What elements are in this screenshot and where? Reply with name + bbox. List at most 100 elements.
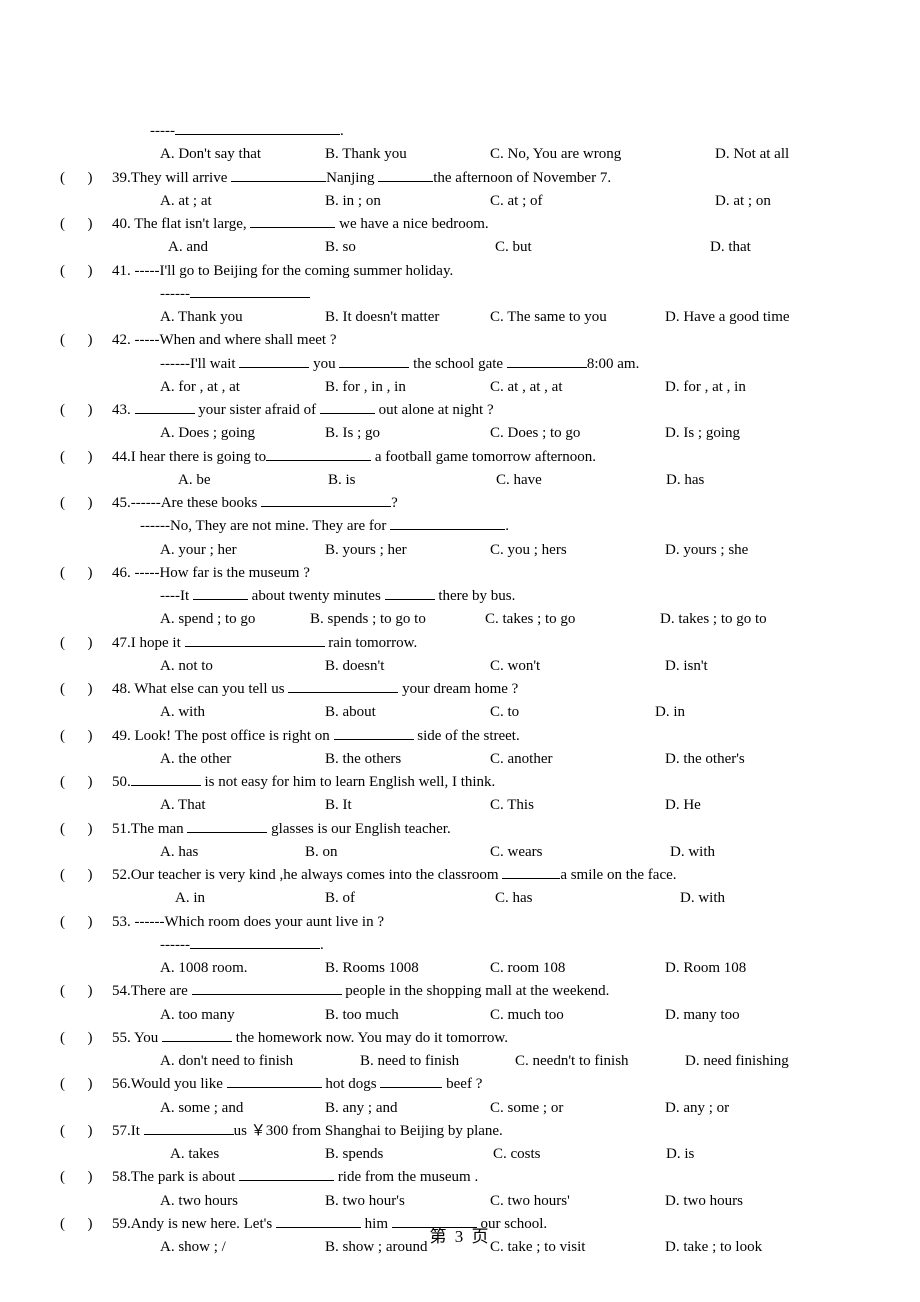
blank xyxy=(502,878,560,879)
answer-bracket[interactable]: ( ) xyxy=(60,818,112,841)
blank xyxy=(380,1087,442,1088)
q48-options: A. with B. about C. to D. in xyxy=(60,701,860,724)
option-b: B. need to finish xyxy=(360,1050,515,1073)
answer-bracket[interactable]: ( ) xyxy=(60,911,112,934)
q56-options: A. some ; and B. any ; and C. some ; or … xyxy=(60,1097,860,1120)
answer-bracket[interactable]: ( ) xyxy=(60,864,112,887)
option-a: A. in xyxy=(175,887,325,910)
option-c: C. but xyxy=(495,236,710,259)
blank xyxy=(193,599,248,600)
answer-bracket[interactable]: ( ) xyxy=(60,725,112,748)
option-a: A. don't need to finish xyxy=(160,1050,360,1073)
option-d: D. two hours xyxy=(665,1190,860,1213)
q46-sub: ----It about twenty minutes there by bus… xyxy=(60,585,860,608)
answer-bracket[interactable]: ( ) xyxy=(60,260,112,283)
q41-sub: ------ xyxy=(60,283,860,306)
option-c: C. wears xyxy=(490,841,670,864)
answer-bracket[interactable]: ( ) xyxy=(60,399,112,422)
q49-stem: 49. Look! The post office is right on si… xyxy=(112,725,860,748)
option-d: D. Not at all xyxy=(715,143,860,166)
q49-options: A. the other B. the others C. another D.… xyxy=(60,748,860,771)
blank xyxy=(185,646,325,647)
option-b: B. for , in , in xyxy=(325,376,490,399)
blank xyxy=(190,297,310,298)
q51-stem: 51.The man glasses is our English teache… xyxy=(112,818,860,841)
answer-bracket[interactable]: ( ) xyxy=(60,446,112,469)
option-b: B. Thank you xyxy=(325,143,490,166)
option-b: B. in ; on xyxy=(325,190,490,213)
q42-options: A. for , at , at B. for , in , in C. at … xyxy=(60,376,860,399)
blank xyxy=(131,785,201,786)
option-c: C. much too xyxy=(490,1004,665,1027)
option-d: D. with xyxy=(680,887,860,910)
answer-bracket[interactable]: ( ) xyxy=(60,632,112,655)
option-b: B. about xyxy=(325,701,490,724)
option-c: C. to xyxy=(490,701,655,724)
q47: ( ) 47.I hope it rain tomorrow. xyxy=(60,632,860,655)
blank xyxy=(378,181,433,182)
blank xyxy=(250,227,335,228)
option-b: B. doesn't xyxy=(325,655,490,678)
option-a: A. too many xyxy=(160,1004,325,1027)
answer-bracket[interactable]: ( ) xyxy=(60,492,112,515)
q49: ( ) 49. Look! The post office is right o… xyxy=(60,725,860,748)
q44: ( ) 44.I hear there is going to a footba… xyxy=(60,446,860,469)
q47-options: A. not to B. doesn't C. won't D. isn't xyxy=(60,655,860,678)
blank xyxy=(192,994,342,995)
q48-stem: 48. What else can you tell us your dream… xyxy=(112,678,860,701)
blank xyxy=(187,832,267,833)
option-b: B. on xyxy=(305,841,490,864)
option-a: A. for , at , at xyxy=(160,376,325,399)
option-c: C. Does ; to go xyxy=(490,422,665,445)
answer-bracket[interactable]: ( ) xyxy=(60,980,112,1003)
q55: ( ) 55. You the homework now. You may do… xyxy=(60,1027,860,1050)
q54: ( ) 54.There are people in the shopping … xyxy=(60,980,860,1003)
q55-stem: 55. You the homework now. You may do it … xyxy=(112,1027,860,1050)
answer-bracket[interactable]: ( ) xyxy=(60,771,112,794)
q39-options: A. at ; at B. in ; on C. at ; of D. at ;… xyxy=(60,190,860,213)
blank xyxy=(288,692,398,693)
q46: ( ) 46. -----How far is the museum ? xyxy=(60,562,860,585)
q44-options: A. be B. is C. have D. has xyxy=(60,469,860,492)
option-c: C. No, You are wrong xyxy=(490,143,715,166)
answer-bracket[interactable]: ( ) xyxy=(60,1027,112,1050)
blank xyxy=(231,181,326,182)
q47-stem: 47.I hope it rain tomorrow. xyxy=(112,632,860,655)
option-a: A. some ; and xyxy=(160,1097,325,1120)
blank xyxy=(334,739,414,740)
option-b: B. any ; and xyxy=(325,1097,490,1120)
q45-sub: ------No, They are not mine. They are fo… xyxy=(60,515,860,538)
q53-stem: 53. ------Which room does your aunt live… xyxy=(112,911,860,934)
option-a: A. That xyxy=(160,794,325,817)
q46-options: A. spend ; to go B. spends ; to go to C.… xyxy=(60,608,860,631)
answer-bracket[interactable]: ( ) xyxy=(60,678,112,701)
answer-bracket[interactable]: ( ) xyxy=(60,1120,112,1143)
q45-stem: 45.------Are these books ? xyxy=(112,492,860,515)
dash-prefix: ------ xyxy=(160,937,190,953)
q42: ( ) 42. -----When and where shall meet ? xyxy=(60,329,860,352)
q56-stem: 56.Would you like hot dogs beef ? xyxy=(112,1073,860,1096)
option-d: D. for , at , in xyxy=(665,376,860,399)
answer-bracket[interactable]: ( ) xyxy=(60,329,112,352)
q52-stem: 52.Our teacher is very kind ,he always c… xyxy=(112,864,860,887)
option-d: D. need finishing xyxy=(685,1050,860,1073)
option-b: B. the others xyxy=(325,748,490,771)
answer-bracket[interactable]: ( ) xyxy=(60,562,112,585)
option-a: A. your ; her xyxy=(160,539,325,562)
option-b: B. Rooms 1008 xyxy=(325,957,490,980)
answer-bracket[interactable]: ( ) xyxy=(60,1166,112,1189)
q50-options: A. That B. It C. This D. He xyxy=(60,794,860,817)
q38-options: A. Don't say that B. Thank you C. No, Yo… xyxy=(60,143,860,166)
answer-bracket[interactable]: ( ) xyxy=(60,213,112,236)
q55-options: A. don't need to finish B. need to finis… xyxy=(60,1050,860,1073)
answer-bracket[interactable]: ( ) xyxy=(60,1073,112,1096)
option-a: A. with xyxy=(160,701,325,724)
blank xyxy=(227,1087,322,1088)
answer-bracket[interactable]: ( ) xyxy=(60,167,112,190)
option-a: A. at ; at xyxy=(160,190,325,213)
q54-stem: 54.There are people in the shopping mall… xyxy=(112,980,860,1003)
option-d: D. isn't xyxy=(665,655,860,678)
option-d: D. Is ; going xyxy=(665,422,860,445)
q58: ( ) 58.The park is about ride from the m… xyxy=(60,1166,860,1189)
page-number: 第 3 页 xyxy=(0,1222,920,1247)
